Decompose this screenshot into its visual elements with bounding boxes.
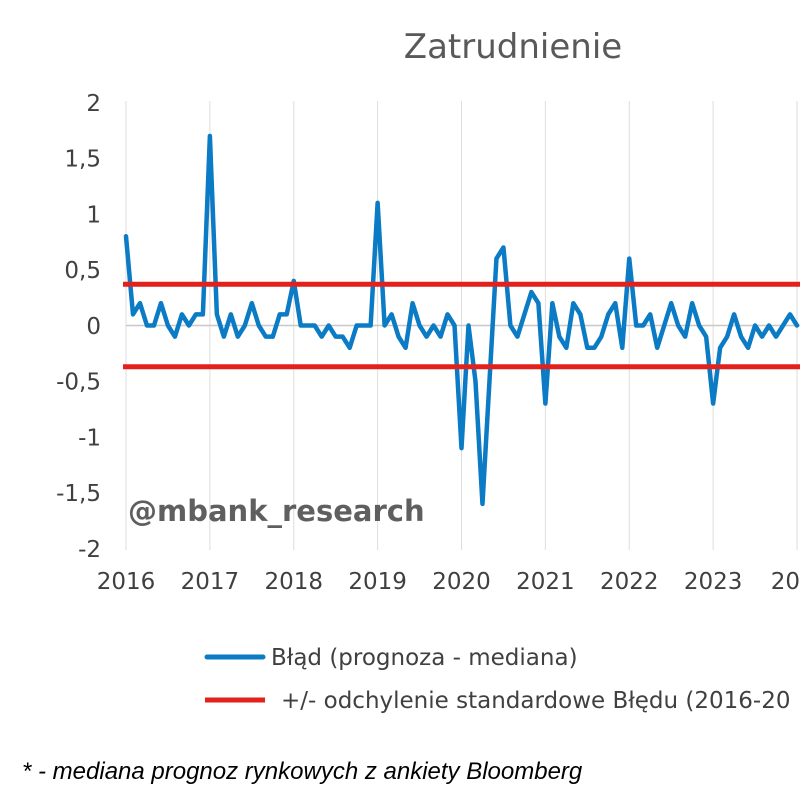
- plot-series: [123, 133, 800, 507]
- legend: Błąd (prognoza - mediana) +/- odchylenie…: [204, 645, 791, 714]
- x-tick-label: 20: [771, 569, 800, 595]
- x-tick-label: 2019: [348, 569, 407, 595]
- y-tick-label: -1,5: [56, 481, 101, 507]
- y-tick-label: 0,5: [64, 258, 101, 284]
- legend-label-std: +/- odchylenie standardowe Błędu (2016-2…: [281, 688, 791, 714]
- x-tick-label: 2023: [684, 569, 743, 595]
- error-series-line: [123, 133, 800, 507]
- y-tick-label: 1,5: [64, 147, 101, 173]
- y-tick-label: 2: [86, 91, 101, 117]
- x-tick-label: 2021: [516, 569, 575, 595]
- y-tick-label: -1: [78, 425, 101, 451]
- x-tick-label: 2017: [181, 569, 240, 595]
- x-tick-label: 2022: [600, 569, 659, 595]
- y-tick-label: -2: [78, 537, 101, 563]
- x-tick-label: 2018: [264, 569, 323, 595]
- footnote: * - mediana prognoz rynkowych z ankiety …: [22, 758, 583, 785]
- x-axis-tick-labels: 2016 2017 2018 2019 2020 2021 2022 2023 20: [97, 569, 800, 595]
- y-tick-label: 1: [86, 202, 101, 228]
- y-axis-tick-labels: 2 1,5 1 0,5 0 -0,5 -1 -1,5 -2: [56, 91, 101, 563]
- chart-title: Zatrudnienie: [404, 27, 622, 67]
- y-tick-label: -0,5: [56, 370, 101, 396]
- x-tick-label: 2020: [432, 569, 491, 595]
- x-tick-label: 2016: [97, 569, 156, 595]
- y-tick-label: 0: [86, 314, 101, 340]
- legend-label-error: Błąd (prognoza - mediana): [271, 645, 578, 671]
- watermark: @mbank_research: [128, 494, 425, 528]
